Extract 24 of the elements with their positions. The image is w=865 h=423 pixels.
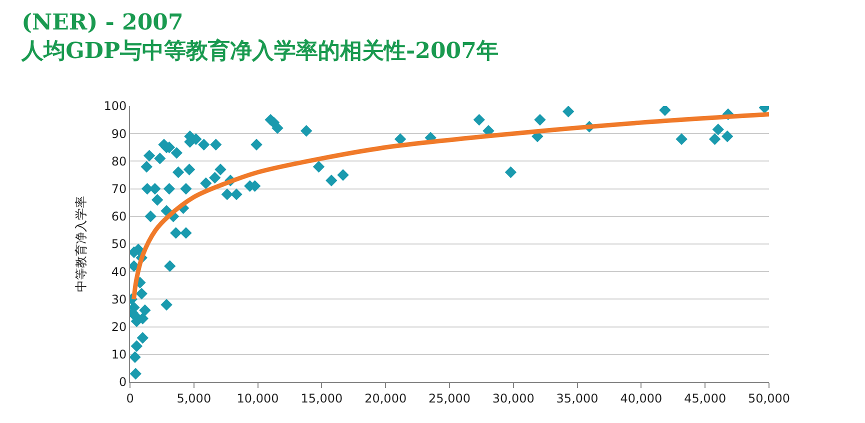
y-tick-label: 60	[111, 210, 127, 224]
y-tick-label: 20	[111, 320, 127, 334]
y-tick-label: 100	[104, 99, 127, 114]
x-tick-label: 50,000	[748, 391, 790, 406]
y-tick-label: 0	[118, 375, 127, 390]
y-tick-label: 40	[111, 264, 127, 279]
x-tick-label: 20,000	[364, 391, 407, 406]
x-tick-label: 40,000	[620, 391, 662, 406]
x-tick-label: 25,000	[428, 391, 470, 406]
x-tick-label: 5,000	[176, 391, 212, 406]
x-tick-label: 15,000	[300, 391, 343, 406]
y-axis-title: 中等教育净入学率	[74, 196, 88, 292]
chart-subtitle: 人均GDP与中等教育净入学率的相关性-2007年	[20, 38, 498, 64]
x-tick-label: 35,000	[556, 391, 598, 406]
y-tick-label: 30	[111, 292, 127, 306]
x-tick-label: 30,000	[492, 391, 534, 406]
chart-title: (NER) - 2007	[22, 10, 184, 36]
y-tick-label: 10	[111, 348, 127, 362]
x-tick-label: 45,000	[684, 391, 726, 406]
y-tick-label: 80	[111, 154, 127, 168]
y-tick-label: 90	[111, 126, 127, 141]
x-tick-label: 10,000	[236, 391, 279, 406]
y-tick-label: 50	[111, 237, 127, 252]
y-tick-label: 70	[111, 182, 127, 196]
